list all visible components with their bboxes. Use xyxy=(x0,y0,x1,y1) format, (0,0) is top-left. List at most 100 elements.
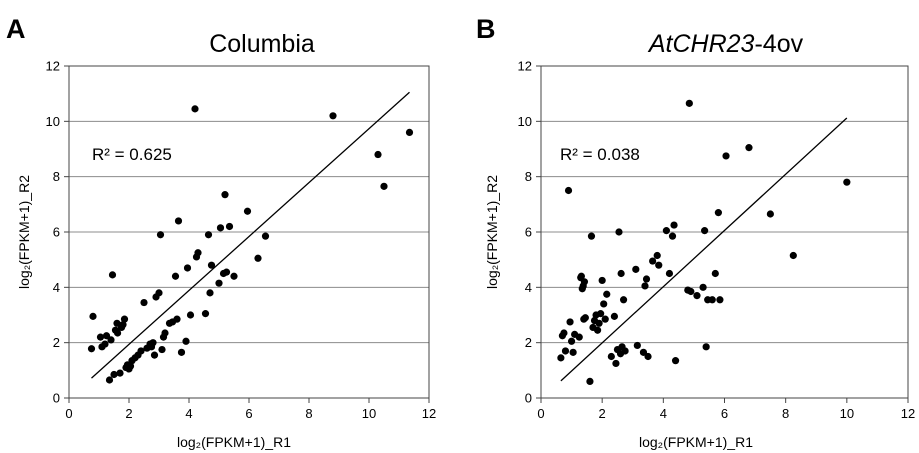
data-point-a-58 xyxy=(225,222,234,231)
data-point-a-15 xyxy=(119,321,127,329)
data-point-b-66 xyxy=(745,144,753,152)
data-point-b-4 xyxy=(564,186,573,195)
data-point-a-41 xyxy=(174,217,183,225)
data-point-b-33 xyxy=(615,228,623,236)
data-point-a-25 xyxy=(140,298,148,307)
data-point-b-44 xyxy=(644,352,652,361)
y-tick-label-a-4: 4 xyxy=(53,280,60,295)
y-tick-label-b-8: 8 xyxy=(525,169,532,184)
data-point-a-49 xyxy=(201,310,210,318)
data-point-a-50 xyxy=(204,231,213,239)
data-point-a-56 xyxy=(221,191,229,199)
data-point-b-22 xyxy=(593,326,602,334)
data-point-b-52 xyxy=(671,357,680,365)
trendline-segment-a xyxy=(91,91,410,379)
data-point-a-12 xyxy=(114,329,122,337)
data-point-a-2 xyxy=(96,333,105,341)
x-axis-label-b: log₂(FPKM+1)_R1 xyxy=(639,434,753,450)
data-point-b-54 xyxy=(685,99,693,107)
data-point-b-68 xyxy=(789,251,797,260)
data-point-a-40 xyxy=(173,315,181,323)
y-tick-label-a-2: 2 xyxy=(53,335,60,350)
x-tick-label-b-10: 10 xyxy=(840,406,854,421)
data-point-b-59 xyxy=(702,343,710,351)
y-axis-label-b: log₂(FPKM+1)_R2 xyxy=(484,175,500,289)
y-tick-label-a-10: 10 xyxy=(46,114,60,129)
panel-letter-a: A xyxy=(6,14,26,44)
x-tick-label-b-2: 2 xyxy=(599,406,606,421)
data-point-a-65 xyxy=(380,182,388,190)
data-points-a xyxy=(87,105,414,384)
data-point-a-29 xyxy=(149,339,157,347)
data-point-a-43 xyxy=(182,337,190,345)
data-point-a-6 xyxy=(105,376,114,384)
data-point-a-53 xyxy=(215,279,223,287)
data-point-a-1 xyxy=(89,312,97,320)
data-point-b-45 xyxy=(649,257,657,265)
data-point-b-11 xyxy=(577,272,585,280)
data-point-a-45 xyxy=(186,311,195,319)
data-point-b-0 xyxy=(557,354,565,362)
y-tick-label-b-12: 12 xyxy=(518,59,532,74)
gridlines-a xyxy=(69,120,429,344)
data-point-b-16 xyxy=(581,314,589,322)
data-point-a-4 xyxy=(101,340,109,348)
data-point-a-66 xyxy=(405,128,414,136)
x-tick-label-a-10: 10 xyxy=(362,406,376,421)
data-point-b-46 xyxy=(653,251,661,260)
x-tick-label-a-2: 2 xyxy=(125,406,132,421)
data-point-a-39 xyxy=(171,272,180,280)
data-point-a-57 xyxy=(222,268,231,276)
data-point-b-28 xyxy=(603,290,611,298)
data-point-a-48 xyxy=(194,249,202,257)
data-point-a-9 xyxy=(110,370,118,379)
data-point-b-24 xyxy=(597,310,605,318)
data-point-a-59 xyxy=(230,272,238,280)
data-point-b-23 xyxy=(595,319,603,327)
x-axis-label-a: log₂(FPKM+1)_R1 xyxy=(177,434,291,450)
data-point-a-61 xyxy=(254,254,262,262)
data-point-b-6 xyxy=(567,337,576,345)
x-tick-label-a-8: 8 xyxy=(305,406,312,421)
data-point-a-20 xyxy=(126,362,135,370)
x-tick-label-b-0: 0 xyxy=(537,406,544,421)
data-point-b-15 xyxy=(580,278,589,286)
data-point-b-29 xyxy=(607,352,615,361)
y-tick-label-b-10: 10 xyxy=(518,114,532,129)
data-point-b-64 xyxy=(716,296,724,304)
trendline-b xyxy=(560,117,848,382)
data-point-b-50 xyxy=(668,232,677,240)
y-ticks-a: 0 2 4 6 8 10 12 xyxy=(46,59,69,406)
data-point-b-49 xyxy=(665,269,674,278)
data-point-b-61 xyxy=(708,296,716,304)
data-point-b-58 xyxy=(701,227,709,235)
data-point-a-24 xyxy=(137,347,145,355)
panel-a: A Columbia 0 2 4 6 8 10 12 0 2 4 6 8 10 12 R² = 0.62… xyxy=(6,14,436,450)
y-tick-label-a-12: 12 xyxy=(46,59,60,74)
y-ticks-b: 0 2 4 6 8 10 12 xyxy=(518,59,541,406)
data-point-a-34 xyxy=(158,345,166,354)
data-point-a-46 xyxy=(191,105,199,113)
data-point-b-17 xyxy=(586,377,594,385)
data-point-b-69 xyxy=(843,178,851,186)
trendline-segment-b xyxy=(560,117,848,382)
data-point-a-7 xyxy=(107,336,115,344)
data-point-a-51 xyxy=(206,289,214,297)
x-tick-label-b-4: 4 xyxy=(660,406,667,421)
data-point-b-18 xyxy=(587,232,596,240)
data-point-b-7 xyxy=(569,348,577,356)
data-point-b-42 xyxy=(641,282,649,290)
x-tick-label-b-8: 8 xyxy=(782,406,789,421)
y-axis-label-a: log₂(FPKM+1)_R2 xyxy=(16,175,32,289)
y-tick-label-b-4: 4 xyxy=(525,280,532,295)
data-point-b-43 xyxy=(642,275,651,283)
data-point-b-51 xyxy=(670,221,678,229)
data-point-a-8 xyxy=(108,271,117,279)
data-point-a-64 xyxy=(374,150,382,159)
x-tick-label-a-12: 12 xyxy=(422,406,436,421)
data-point-b-39 xyxy=(632,265,640,273)
data-point-b-67 xyxy=(766,210,774,218)
x-tick-label-a-4: 4 xyxy=(185,406,192,421)
data-point-b-25 xyxy=(598,276,606,285)
data-point-a-16 xyxy=(120,315,129,323)
